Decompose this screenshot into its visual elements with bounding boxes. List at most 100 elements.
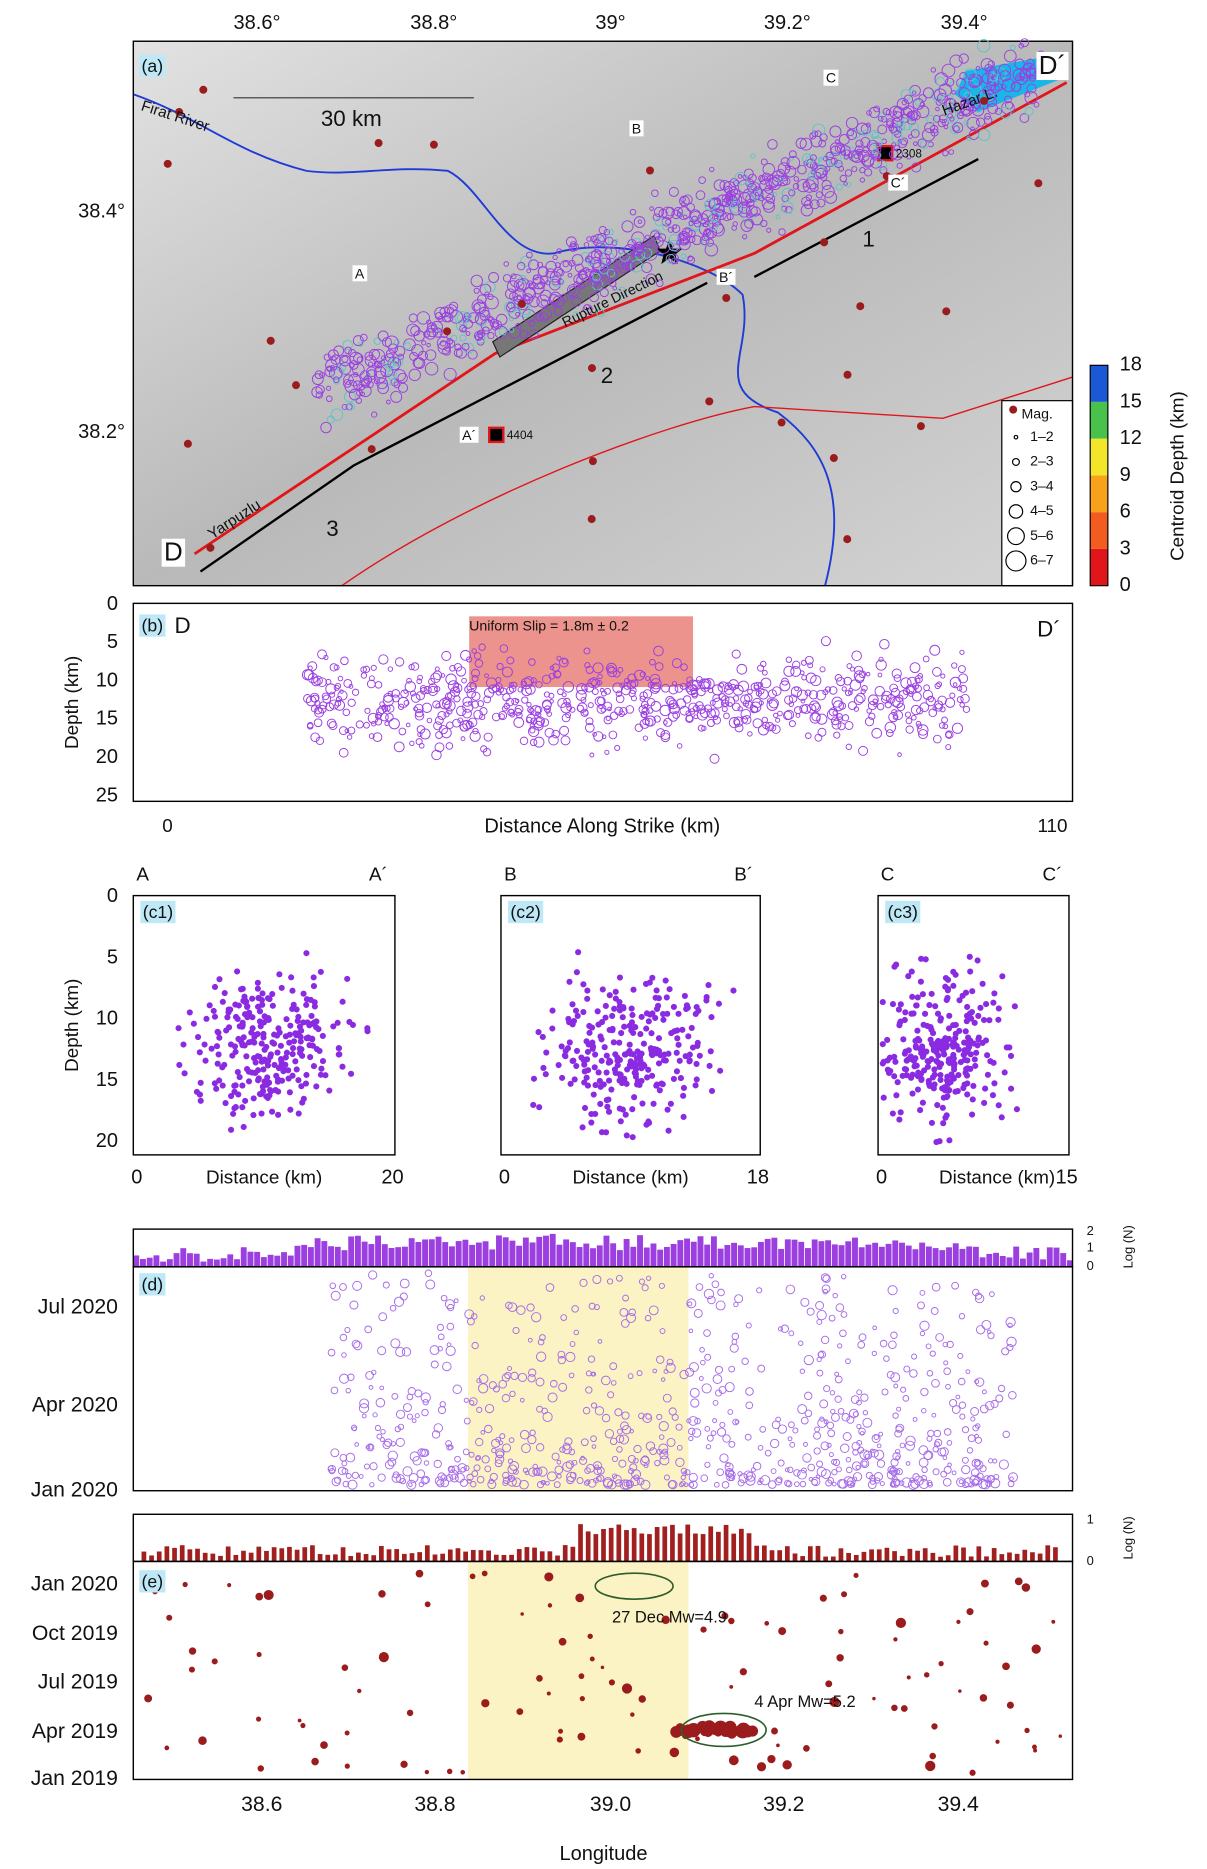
event xyxy=(694,1309,702,1317)
event xyxy=(237,1074,242,1079)
event xyxy=(176,1026,181,1031)
event xyxy=(910,663,920,673)
event xyxy=(843,1432,851,1440)
hist-bar xyxy=(639,1533,644,1561)
event xyxy=(228,1127,233,1132)
event xyxy=(369,1386,373,1390)
hist-bar xyxy=(556,1245,562,1267)
event xyxy=(276,1065,281,1070)
event xyxy=(961,1085,966,1090)
hist-bar xyxy=(906,1246,912,1267)
event xyxy=(701,1360,706,1365)
event xyxy=(872,728,882,738)
colorbar-band xyxy=(1090,475,1108,512)
event xyxy=(277,972,282,977)
event xyxy=(906,1462,910,1466)
hist-bar xyxy=(341,1547,346,1561)
label: Apr 2019 xyxy=(32,1720,118,1743)
figure: (a)38.6°38.8°39°39.2°39.4°38.4°38.2°30 k… xyxy=(0,0,1207,1869)
event xyxy=(771,1469,776,1474)
hist-bar xyxy=(295,1550,300,1562)
hist-bar xyxy=(321,1241,327,1267)
hist-bar xyxy=(980,1257,986,1267)
event xyxy=(945,986,950,991)
hist-bar xyxy=(933,1248,939,1267)
event xyxy=(967,1039,972,1044)
event xyxy=(669,1031,674,1036)
event xyxy=(634,1056,639,1061)
event xyxy=(444,328,451,335)
hist-bar xyxy=(214,1260,220,1267)
event xyxy=(343,709,350,716)
event xyxy=(238,987,243,992)
event xyxy=(433,671,442,680)
event xyxy=(243,1098,248,1103)
event xyxy=(922,1011,927,1016)
hist-bar xyxy=(379,1546,384,1561)
event xyxy=(416,1570,423,1577)
event xyxy=(182,1071,187,1076)
event xyxy=(932,1379,940,1387)
event xyxy=(365,708,370,713)
event xyxy=(288,1107,293,1112)
event xyxy=(768,1481,776,1489)
hist-bar xyxy=(751,1247,757,1267)
hist-bar xyxy=(616,1525,621,1562)
event xyxy=(278,1043,283,1048)
event xyxy=(330,1283,336,1289)
event xyxy=(295,1018,300,1023)
event xyxy=(388,667,392,671)
event xyxy=(778,1460,784,1466)
event xyxy=(894,1384,898,1388)
event xyxy=(863,1418,872,1427)
event xyxy=(623,1112,628,1117)
event xyxy=(622,1024,627,1029)
event xyxy=(646,1119,651,1124)
hist-bar xyxy=(387,1549,392,1561)
event xyxy=(712,1281,719,1288)
event xyxy=(735,1295,743,1303)
event xyxy=(341,657,349,665)
event xyxy=(859,746,868,755)
event xyxy=(983,1086,988,1091)
event xyxy=(269,1109,274,1114)
event xyxy=(578,1733,585,1740)
event xyxy=(926,1081,931,1086)
event xyxy=(982,1390,986,1394)
event xyxy=(540,1034,545,1039)
hist-bar xyxy=(698,1236,704,1267)
hist-bar xyxy=(1020,1259,1026,1267)
event xyxy=(982,1100,987,1105)
event xyxy=(613,989,618,994)
hist-bar xyxy=(961,1548,966,1562)
event xyxy=(762,670,767,675)
hist-bar xyxy=(449,1246,455,1266)
event xyxy=(1012,1004,1017,1009)
event xyxy=(968,1435,975,1442)
event xyxy=(920,992,925,997)
hist-bar xyxy=(174,1253,180,1267)
event xyxy=(292,382,299,389)
event xyxy=(972,1020,977,1025)
event xyxy=(737,664,747,674)
hist-bar xyxy=(798,1242,804,1267)
event xyxy=(585,1068,590,1073)
event xyxy=(945,1094,950,1099)
label: 2 xyxy=(1087,1223,1094,1238)
event xyxy=(242,998,247,1003)
event xyxy=(944,1368,951,1375)
hist-bar xyxy=(442,1242,448,1267)
hist-bar xyxy=(1007,1257,1013,1266)
event xyxy=(1002,1348,1009,1355)
hist-bar xyxy=(301,1245,307,1267)
event xyxy=(370,1483,374,1487)
event xyxy=(824,1386,830,1392)
event xyxy=(689,1363,698,1372)
event xyxy=(455,1456,461,1462)
event xyxy=(696,1284,703,1291)
event xyxy=(950,1399,957,1406)
event xyxy=(820,1595,826,1601)
event xyxy=(961,1052,966,1057)
hist-bar xyxy=(471,1550,476,1561)
event xyxy=(345,1731,349,1735)
